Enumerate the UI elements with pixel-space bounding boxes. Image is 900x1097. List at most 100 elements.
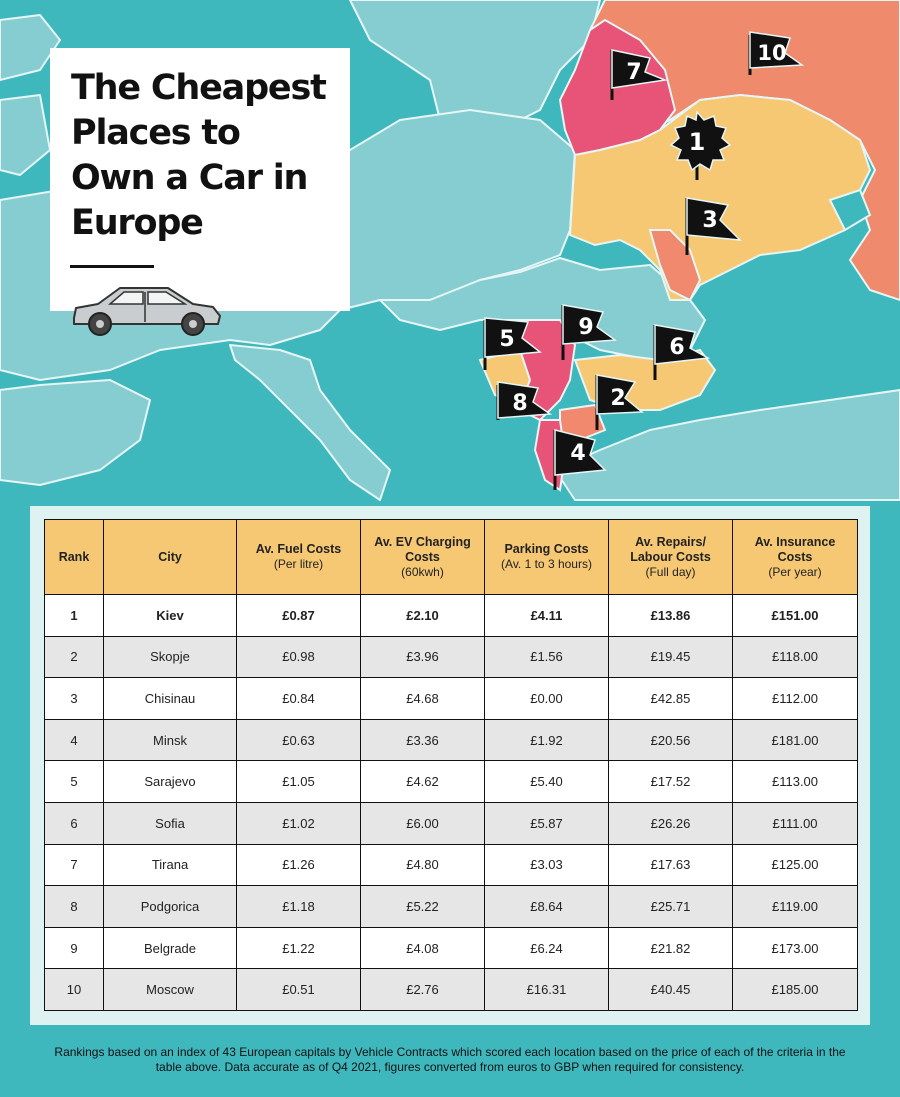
- fuel-cell: £1.26: [236, 843, 361, 887]
- rank-cell: 4: [44, 718, 104, 762]
- table-row: 3 Chisinau £0.84 £4.68 £0.00 £42.85 £112.00: [44, 677, 858, 720]
- fuel-cell: £0.51: [236, 968, 361, 1011]
- insurance-cell: £151.00: [732, 594, 858, 637]
- insurance-cell: £118.00: [732, 635, 858, 679]
- flag-rank-8: 8: [496, 381, 553, 420]
- header-rank: Rank: [44, 519, 104, 595]
- parking-cell: £5.87: [484, 801, 609, 845]
- parking-cell: £4.11: [484, 594, 609, 637]
- flag-label: 9: [578, 315, 593, 340]
- header-city: City: [103, 519, 237, 595]
- ev-charging-cell: £4.68: [360, 677, 485, 720]
- fuel-cell: £0.87: [236, 594, 361, 637]
- page-title: The Cheapest Places to Own a Car in Euro…: [71, 68, 327, 243]
- ev-charging-cell: £5.22: [360, 885, 485, 928]
- city-cell: Podgorica: [103, 885, 237, 928]
- fuel-cell: £0.63: [236, 718, 361, 762]
- table-row: 2 Skopje £0.98 £3.96 £1.56 £19.45 £118.00: [44, 635, 858, 679]
- repairs-cell: £42.85: [608, 677, 733, 720]
- rank-cell: 2: [44, 635, 104, 679]
- table-row: 5 Sarajevo £1.05 £4.62 £5.40 £17.52 £113.00: [44, 760, 858, 803]
- rank-cell: 7: [44, 843, 104, 887]
- parking-cell: £3.03: [484, 843, 609, 887]
- flag-label: 10: [757, 41, 786, 65]
- fuel-cell: £1.22: [236, 926, 361, 970]
- insurance-cell: £125.00: [732, 843, 858, 887]
- table-row: 6 Sofia £1.02 £6.00 £5.87 £26.26 £111.00: [44, 801, 858, 845]
- flag-label: 2: [610, 386, 625, 411]
- parking-cell: £5.40: [484, 760, 609, 803]
- flag-label: 7: [626, 60, 641, 85]
- city-cell: Tirana: [103, 843, 237, 887]
- city-cell: Moscow: [103, 968, 237, 1011]
- ev-charging-cell: £6.00: [360, 801, 485, 845]
- rank-cell: 3: [44, 677, 104, 720]
- city-cell: Sarajevo: [103, 760, 237, 803]
- ev-charging-cell: £2.76: [360, 968, 485, 1011]
- car-icon: [73, 287, 221, 336]
- header-parking: Parking Costs (Av. 1 to 3 hours): [484, 519, 609, 595]
- repairs-cell: £40.45: [608, 968, 733, 1011]
- ev-charging-cell: £2.10: [360, 594, 485, 637]
- title-card: The Cheapest Places to Own a Car in Euro…: [50, 48, 350, 336]
- rank-cell: 8: [44, 885, 104, 928]
- flag-rank-6: 6: [653, 324, 711, 380]
- flag-label: 8: [512, 391, 527, 416]
- rank-cell: 10: [44, 968, 104, 1011]
- region-crimea: [828, 188, 872, 232]
- city-cell: Kiev: [103, 594, 237, 637]
- parking-cell: £8.64: [484, 885, 609, 928]
- table-header-row: Rank City Av. Fuel Costs (Per litre) Av. …: [44, 519, 858, 595]
- repairs-cell: £17.63: [608, 843, 733, 887]
- title-divider: [70, 265, 154, 268]
- header-ev-charging: Av. EV Charging Costs (60kwh): [360, 519, 485, 595]
- parking-cell: £1.92: [484, 718, 609, 762]
- insurance-cell: £119.00: [732, 885, 858, 928]
- header-insurance: Av. Insurance Costs (Per year): [732, 519, 858, 595]
- table-row: 1 Kiev £0.87 £2.10 £4.11 £13.86 £151.00: [44, 594, 858, 637]
- fuel-cell: £1.05: [236, 760, 361, 803]
- footnote: Rankings based on an index of 43 Europea…: [54, 1045, 846, 1074]
- table-row: 8 Podgorica £1.18 £5.22 £8.64 £25.71 £119.00: [44, 885, 858, 928]
- flag-rank-9: 9: [561, 304, 618, 360]
- header-fuel: Av. Fuel Costs (Per litre): [236, 519, 361, 595]
- city-cell: Chisinau: [103, 677, 237, 720]
- ev-charging-cell: £3.36: [360, 718, 485, 762]
- ev-charging-cell: £4.62: [360, 760, 485, 803]
- repairs-cell: £25.71: [608, 885, 733, 928]
- ev-charging-cell: £4.80: [360, 843, 485, 887]
- rank-cell: 1: [44, 594, 104, 637]
- parking-cell: £6.24: [484, 926, 609, 970]
- flag-rank-5: 5: [483, 317, 542, 370]
- repairs-cell: £20.56: [608, 718, 733, 762]
- region-kiev: [568, 93, 872, 301]
- city-cell: Sofia: [103, 801, 237, 845]
- flag-label: 1: [689, 128, 706, 156]
- flag-label: 4: [570, 441, 585, 466]
- table-panel: Rank City Av. Fuel Costs (Per litre) Av. …: [30, 506, 870, 1025]
- table-row: 7 Tirana £1.26 £4.80 £3.03 £17.63 £125.00: [44, 843, 858, 887]
- ev-charging-cell: £4.08: [360, 926, 485, 970]
- flag-rank-3: 3: [685, 197, 743, 255]
- fuel-cell: £0.84: [236, 677, 361, 720]
- parking-cell: £0.00: [484, 677, 609, 720]
- insurance-cell: £173.00: [732, 926, 858, 970]
- city-cell: Belgrade: [103, 926, 237, 970]
- insurance-cell: £181.00: [732, 718, 858, 762]
- flag-rank-4: 4: [553, 429, 607, 490]
- parking-cell: £1.56: [484, 635, 609, 679]
- flag-label: 6: [669, 335, 684, 360]
- repairs-cell: £21.82: [608, 926, 733, 970]
- flag-rank-1: 1: [669, 110, 732, 180]
- table-row: 10 Moscow £0.51 £2.76 £16.31 £40.45 £185.00: [44, 968, 858, 1011]
- flag-label: 5: [499, 327, 514, 352]
- cost-table: Rank City Av. Fuel Costs (Per litre) Av. …: [44, 519, 858, 1011]
- fuel-cell: £1.18: [236, 885, 361, 928]
- table-row: 4 Minsk £0.63 £3.36 £1.92 £20.56 £181.00: [44, 718, 858, 762]
- rank-cell: 5: [44, 760, 104, 803]
- flag-rank-10: 10: [748, 31, 805, 75]
- insurance-cell: £113.00: [732, 760, 858, 803]
- ev-charging-cell: £3.96: [360, 635, 485, 679]
- flag-rank-2: 2: [595, 374, 644, 430]
- insurance-cell: £112.00: [732, 677, 858, 720]
